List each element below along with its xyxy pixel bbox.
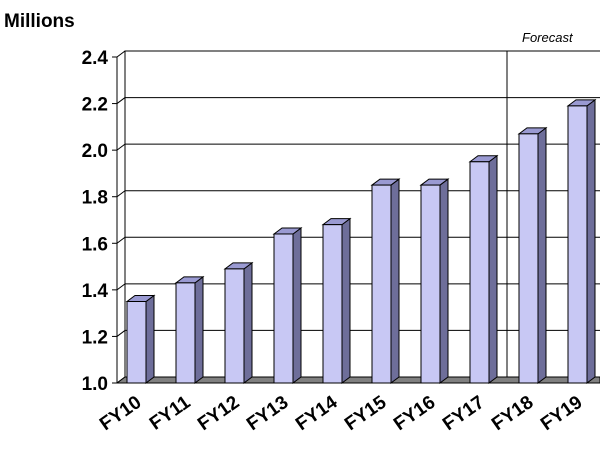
gridline-wall — [116, 190, 126, 198]
gridline-wall — [116, 97, 126, 104]
x-tick-label: FY12 — [194, 392, 243, 435]
bar-fy18 — [517, 126, 548, 384]
y-tick-label: 1.2 — [82, 327, 108, 348]
bar-side — [341, 217, 351, 384]
x-tick-label: FY13 — [243, 392, 292, 435]
bar-side — [390, 178, 400, 384]
bar-side — [243, 261, 253, 384]
bar-fy10 — [125, 294, 156, 384]
axes — [112, 51, 600, 384]
x-tick-label: FY19 — [537, 392, 586, 435]
y-tick-label: 2.0 — [82, 141, 108, 162]
bar-fy16 — [419, 178, 450, 384]
bar-front — [322, 224, 343, 384]
bar-front — [420, 184, 441, 384]
y-tick-label: 1.0 — [82, 374, 108, 395]
bar-side — [488, 154, 498, 384]
x-tick-label: FY10 — [96, 392, 145, 435]
y-tick-label: 1.4 — [82, 281, 109, 302]
bar-side — [292, 226, 302, 384]
x-tick-label: FY15 — [341, 392, 391, 435]
gridline-wall — [116, 143, 126, 151]
bar-front — [175, 282, 196, 384]
bar-front — [518, 133, 539, 384]
y-tick-label: 2.4 — [82, 48, 109, 69]
bar-front — [567, 105, 588, 384]
bars — [125, 98, 597, 384]
x-tick-label: FY11 — [146, 392, 195, 435]
bar-side — [439, 178, 449, 384]
x-tick-labels: FY10 FY11 FY12 FY13 FY14 FY15 FY16 FY17 FY18 FY19 — [96, 392, 586, 435]
y-tick-label: 2.2 — [82, 95, 108, 116]
bar-side — [586, 98, 596, 384]
x-tick-label: FY16 — [390, 392, 439, 435]
bar-fy11 — [174, 275, 205, 384]
x-tick-label: FY18 — [488, 392, 537, 435]
bar-front — [469, 161, 490, 384]
gridline-wall — [116, 236, 126, 244]
bar-fy14 — [321, 217, 352, 384]
bar-front — [224, 268, 245, 384]
bar-side — [537, 126, 547, 384]
bar-front — [273, 233, 294, 384]
y-tick-label: 1.8 — [82, 188, 108, 209]
x-tick-label: FY14 — [292, 392, 342, 435]
bar-side — [194, 275, 204, 384]
bar-fy12 — [223, 261, 254, 384]
forecast-annotation: Forecast — [522, 30, 574, 45]
y-tick-labels: 1.0 1.2 1.4 1.6 1.8 2.0 2.2 2.4 — [82, 48, 109, 395]
bar-front — [371, 184, 392, 384]
x-tick-label: FY17 — [439, 392, 488, 435]
gridline-wall — [116, 50, 126, 58]
bar-fy17 — [468, 154, 499, 384]
bar-side — [145, 294, 155, 384]
bar-fy19 — [566, 98, 597, 384]
y-unit-label: Millions — [4, 11, 75, 32]
bar-front — [126, 301, 147, 384]
gridline-wall — [116, 283, 126, 291]
y-tick-label: 1.6 — [82, 234, 108, 255]
gridline-wall — [116, 330, 126, 337]
bar-fy13 — [272, 226, 303, 384]
bar-fy15 — [370, 178, 401, 384]
